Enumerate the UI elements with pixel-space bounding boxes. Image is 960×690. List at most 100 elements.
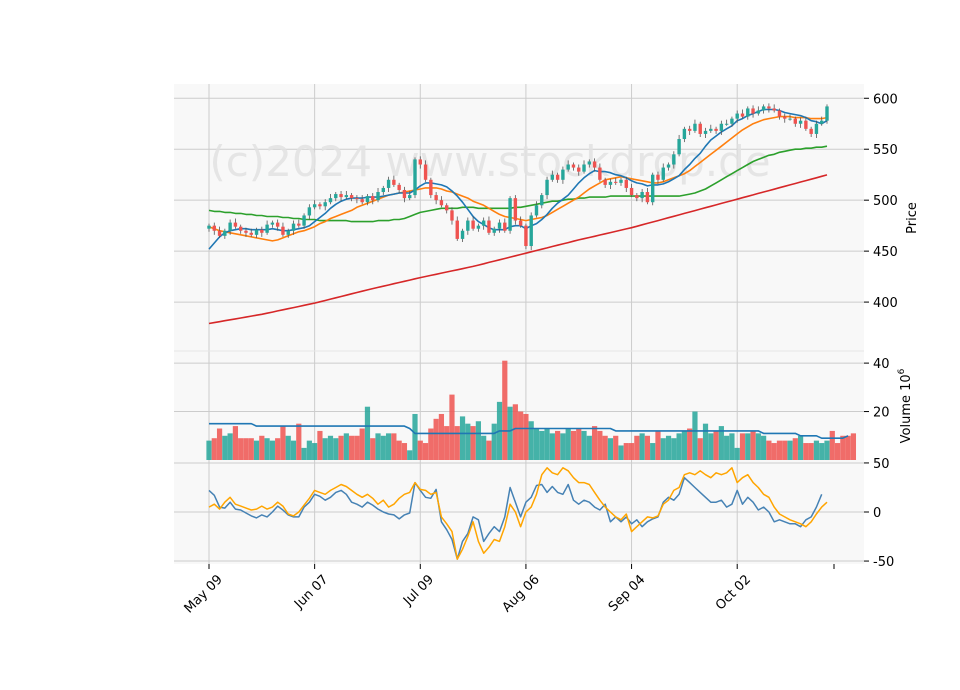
x-tick-label: Jun 07 (291, 572, 331, 612)
candle-body (550, 174, 555, 180)
volume-bar (412, 413, 418, 460)
volume-bar (528, 421, 534, 460)
volume-bar (475, 421, 481, 460)
volume-bar (422, 443, 429, 460)
candlesticks (207, 103, 829, 251)
volume-bar (782, 440, 788, 460)
volume-bar (808, 443, 814, 460)
candle-body (740, 113, 745, 117)
price-panel: (c)2024 www.stockdrop.de 400 450 500 550 600… (174, 84, 920, 351)
candle-body (513, 198, 518, 221)
volume-bar (349, 435, 355, 460)
candle-body (761, 106, 766, 111)
volume-bar (470, 426, 476, 460)
volume-bar (211, 438, 217, 460)
candle-body (476, 225, 481, 229)
candle-body (571, 164, 576, 168)
candle-body (746, 108, 750, 117)
volume-bar (729, 433, 735, 460)
volume-bar (507, 406, 513, 460)
volume-bar (792, 438, 798, 460)
candle-body (487, 220, 491, 233)
candle-body (270, 222, 275, 225)
candle-body (281, 226, 285, 235)
volume-bar (512, 404, 518, 460)
candle-body (656, 174, 660, 180)
candle-body (682, 128, 687, 140)
volume-bar (370, 438, 376, 460)
volume-bar (238, 438, 244, 460)
volume-bar (681, 430, 687, 460)
candle-body (529, 215, 533, 247)
volume-bars (206, 360, 857, 460)
candle-body (371, 196, 375, 201)
y-tick-label: 50 (873, 457, 890, 472)
candle-body (402, 189, 407, 199)
y-tick-label: 550 (873, 143, 898, 158)
price-grid (174, 84, 864, 351)
volume-bar (708, 433, 714, 460)
candle-body (307, 207, 312, 216)
volume-bar (354, 435, 360, 460)
candle-body (672, 154, 676, 165)
volume-bar (665, 435, 672, 460)
candle-body (629, 187, 634, 196)
volume-bar (481, 435, 487, 460)
candle-body (788, 118, 792, 120)
candle-body (783, 116, 787, 119)
volume-bar (597, 430, 603, 460)
volume-bar (544, 428, 550, 460)
volume-bar (275, 438, 281, 460)
x-tick-label: Jul 09 (400, 572, 437, 609)
candle-body (619, 179, 623, 183)
candle-body (645, 192, 650, 203)
volume-bar (428, 428, 434, 460)
candle-body (418, 159, 422, 165)
volume-bar (243, 438, 249, 460)
candle-body (386, 179, 391, 188)
candle-body (566, 164, 570, 170)
candle-body (450, 210, 454, 221)
volume-bar (724, 435, 730, 460)
oscillator-lines (208, 467, 828, 560)
oscillator-line-1 (208, 476, 823, 560)
candle-body (777, 110, 782, 117)
volume-bar (644, 435, 651, 460)
candle-body (360, 199, 364, 203)
volume-bar (755, 433, 761, 460)
volume-bar (813, 440, 820, 460)
candle-body (592, 161, 597, 168)
y-tick-label: 400 (873, 296, 898, 311)
volume-bar (280, 426, 286, 460)
price-axis-label: Price (905, 202, 920, 234)
candle-body (318, 204, 322, 207)
sma10-line (208, 108, 828, 250)
sma50-line (208, 145, 828, 223)
candle-body (603, 179, 607, 185)
volume-bar (253, 440, 260, 460)
candle-body (217, 230, 222, 236)
volume-bar (570, 430, 577, 460)
candle-body (582, 164, 586, 172)
date-axis: May 09 Jun 07 Jul 09 Aug 06 Sep 04 Oct 02 (182, 564, 835, 616)
volume-bar (555, 430, 561, 460)
volume-bar (623, 443, 629, 460)
volume-bar (718, 426, 724, 460)
volume-bar (216, 428, 223, 460)
x-tick-label: Oct 02 (713, 572, 754, 613)
volume-bar (771, 443, 777, 460)
volume-bar (739, 433, 746, 460)
volume-bar (803, 443, 809, 460)
candle-body (297, 223, 301, 226)
candle-body (397, 184, 401, 190)
candle-body (481, 220, 486, 226)
candle-body (381, 187, 386, 193)
volume-bar (628, 443, 635, 460)
volume-bar (607, 438, 614, 460)
volume-bar (359, 428, 365, 460)
candle-body (703, 130, 708, 134)
volume-bar (613, 435, 619, 460)
volume-bar (327, 435, 334, 460)
candle-body (555, 174, 560, 180)
candle-body (735, 113, 739, 119)
